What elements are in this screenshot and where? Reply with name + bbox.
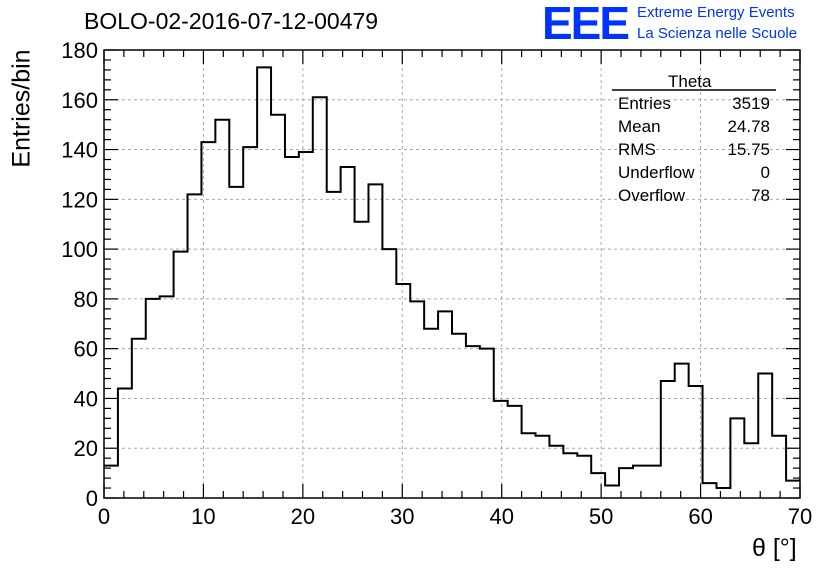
stats-value-overflow: 78 <box>751 186 770 205</box>
y-tick-label: 20 <box>74 436 98 461</box>
histogram-bin <box>160 296 174 498</box>
histogram-bin <box>368 184 382 498</box>
y-tick-label: 140 <box>61 138 98 163</box>
x-tick-label: 0 <box>98 504 110 529</box>
histogram-bin <box>480 349 494 498</box>
x-tick-label: 10 <box>191 504 215 529</box>
histogram-bin <box>174 252 188 498</box>
histogram-bin <box>494 401 508 498</box>
stats-label-rms: RMS <box>618 140 656 159</box>
histogram-bin <box>577 456 591 498</box>
logo-subtitle-1: Extreme Energy Events <box>637 4 795 21</box>
x-tick-label: 20 <box>291 504 315 529</box>
histogram-bin <box>355 222 369 498</box>
histogram-bin <box>438 311 452 498</box>
histogram-bin <box>633 466 647 498</box>
histogram-bin <box>452 334 466 498</box>
histogram-bin <box>605 486 619 498</box>
x-tick-label: 70 <box>788 504 812 529</box>
histogram-bin <box>410 301 424 498</box>
y-tick-label: 60 <box>74 337 98 362</box>
y-tick-label: 180 <box>61 38 98 63</box>
histogram-bin <box>424 329 438 498</box>
histogram-bin <box>257 67 271 498</box>
histogram-bin <box>327 192 341 498</box>
histogram-bin <box>313 97 327 498</box>
logo-subtitle-2: La Scienza nelle Scuole <box>637 25 798 42</box>
stats-label-overflow: Overflow <box>618 186 686 205</box>
histogram-bin <box>466 346 480 498</box>
histogram-bin <box>299 152 313 498</box>
stats-value-mean: 24.78 <box>727 117 770 136</box>
axes: 0 10 20 30 40 50 60 70 0 20 40 60 80 100 120 140 160 180 <box>61 38 812 529</box>
y-tick-label: 160 <box>61 88 98 113</box>
y-tick-label: 0 <box>86 486 98 511</box>
y-axis-label: Entries/bin <box>7 49 36 168</box>
histogram-bin <box>104 466 118 498</box>
stats-label-underflow: Underflow <box>618 163 695 182</box>
histogram-bin <box>758 374 772 498</box>
x-tick-label: 60 <box>688 504 712 529</box>
histogram-bin <box>549 446 563 498</box>
x-tick-label: 40 <box>489 504 513 529</box>
stats-label-mean: Mean <box>618 117 661 136</box>
histogram-bin <box>285 157 299 498</box>
histogram-bin <box>772 436 786 498</box>
histogram-bin <box>118 388 132 498</box>
y-tick-label: 100 <box>61 237 98 262</box>
histogram-bin <box>675 364 689 498</box>
histogram-bin <box>563 453 577 498</box>
histogram-bin <box>716 488 730 498</box>
histogram-bin <box>536 436 550 498</box>
x-tick-label: 30 <box>390 504 414 529</box>
histogram-bin <box>786 481 800 498</box>
histogram-bin <box>188 194 202 498</box>
y-tick-label: 80 <box>74 287 98 312</box>
x-axis-label: θ [°] <box>752 534 797 562</box>
histogram-bin <box>382 249 396 498</box>
histogram-bin <box>229 187 243 498</box>
histogram-bin <box>271 115 285 498</box>
grid-lines <box>104 50 800 498</box>
y-tick-label: 40 <box>74 386 98 411</box>
stats-label-entries: Entries <box>618 94 671 113</box>
histogram-bin <box>730 418 744 498</box>
histogram-bin <box>647 466 661 498</box>
stats-value-entries: 3519 <box>732 94 770 113</box>
chart-title: BOLO-02-2016-07-12-00479 <box>84 8 379 34</box>
y-tick-label: 120 <box>61 187 98 212</box>
plot-frame <box>103 49 801 499</box>
x-tick-label: 50 <box>589 504 613 529</box>
histogram-bin <box>522 433 536 498</box>
histogram-bin <box>703 483 717 498</box>
histogram-bin <box>132 339 146 498</box>
histogram-outline <box>104 66 800 490</box>
histogram-bin <box>744 443 758 498</box>
histogram-series <box>104 66 800 498</box>
histogram-bin <box>215 120 229 498</box>
stats-box-title: Theta <box>668 72 712 91</box>
stats-value-rms: 15.75 <box>727 140 770 159</box>
histogram-bin <box>396 284 410 498</box>
stats-value-underflow: 0 <box>760 163 770 182</box>
eee-logo: EEE <box>542 0 630 49</box>
histogram-bin <box>591 473 605 498</box>
histogram-bin <box>508 406 522 498</box>
